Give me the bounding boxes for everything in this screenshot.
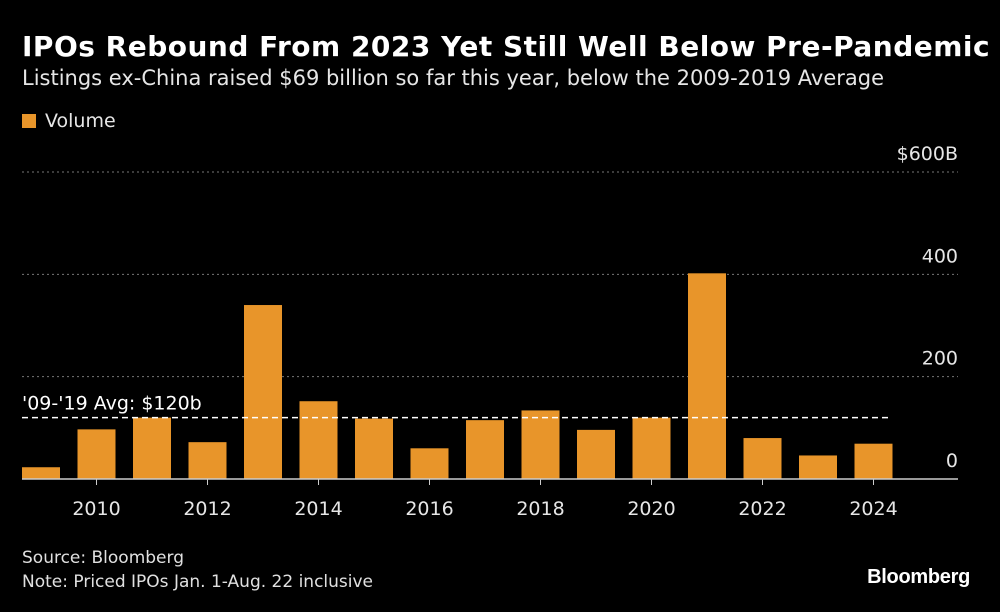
- bar-2024: [854, 443, 893, 479]
- y-tick-label: $600B: [897, 143, 958, 165]
- bar-2009: [22, 467, 60, 479]
- bar-2019: [577, 429, 615, 479]
- source-note: Source: Bloomberg: [22, 548, 184, 568]
- bar-2010: [77, 429, 116, 479]
- bar-2011: [133, 417, 171, 479]
- bar-2017: [466, 420, 504, 479]
- footnote: Note: Priced IPOs Jan. 1-Aug. 22 inclusi…: [22, 572, 374, 592]
- y-tick-label: 0: [946, 450, 958, 472]
- chart-title: IPOs Rebound From 2023 Yet Still Well Be…: [22, 30, 991, 63]
- bar-2015: [355, 418, 393, 479]
- bar-2012: [188, 442, 227, 479]
- y-tick-label: 400: [922, 245, 958, 267]
- legend-swatch-volume: [22, 114, 36, 128]
- y-tick-label: 200: [922, 348, 958, 370]
- bar-2013: [244, 305, 282, 479]
- bar-2016: [410, 448, 449, 479]
- bar-2014: [299, 401, 338, 479]
- x-tick-label: 2012: [183, 498, 231, 520]
- footer: Source: Bloomberg Note: Priced IPOs Jan.…: [22, 546, 373, 594]
- x-tick-label: 2016: [405, 498, 453, 520]
- bar-2021: [688, 273, 726, 479]
- x-tick-label: 2018: [516, 498, 564, 520]
- bar-2022: [743, 438, 782, 479]
- legend-label-volume: Volume: [45, 110, 116, 132]
- bar-2018: [521, 410, 560, 479]
- x-tick-label: 2020: [627, 498, 675, 520]
- bar-2020: [632, 417, 671, 479]
- legend: Volume: [22, 110, 116, 132]
- x-tick-label: 2024: [849, 498, 897, 520]
- x-tick-label: 2022: [738, 498, 786, 520]
- bloomberg-logo: Bloomberg: [867, 566, 970, 588]
- chart-subtitle: Listings ex-China raised $69 billion so …: [22, 66, 885, 90]
- bar-2023: [799, 455, 837, 479]
- x-tick-label: 2014: [294, 498, 342, 520]
- average-reference-label: '09-'19 Avg: $120b: [22, 393, 202, 415]
- x-tick-label: 2010: [72, 498, 120, 520]
